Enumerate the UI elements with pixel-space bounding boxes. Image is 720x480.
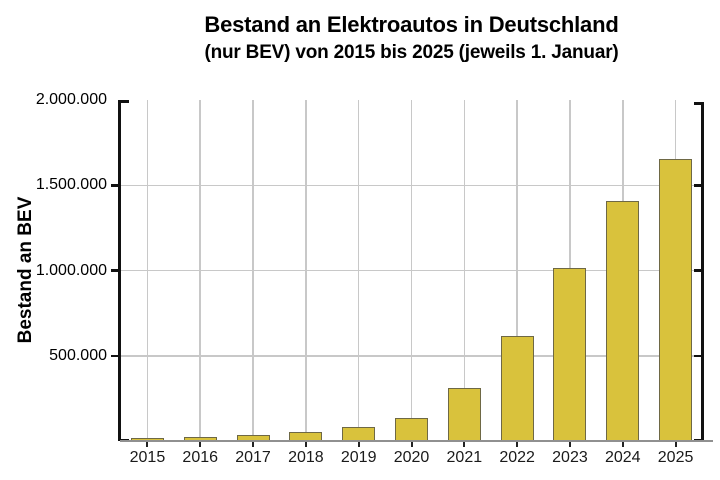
- y-axis-tick-left: [111, 354, 118, 357]
- y-tick-label: 1.500.000: [35, 176, 107, 194]
- h-gridline: [121, 269, 702, 272]
- bar-2025: [659, 159, 693, 441]
- x-axis-tick: [410, 442, 413, 447]
- x-tick-label-2024: 2024: [604, 449, 641, 466]
- x-axis-tick: [357, 442, 360, 447]
- plot-area: 500.000 1.000.000 1.500.000 2.000.000 2015 20…: [36, 91, 713, 466]
- x-axis-tick: [199, 442, 202, 447]
- x-axis-tick: [674, 442, 677, 447]
- x-tick-label-2022: 2022: [499, 449, 535, 466]
- x-axis-tick: [516, 442, 519, 447]
- x-tick-label-2016: 2016: [182, 449, 219, 466]
- bar-2020: [395, 417, 428, 441]
- bar-2023: [553, 268, 587, 441]
- x-tick-label-2021: 2021: [446, 449, 483, 466]
- y-axis-right-cap-top: [694, 102, 702, 105]
- x-axis-tick: [304, 442, 307, 447]
- x-axis-tick: [568, 442, 571, 447]
- chart-title: Bestand an Elektroautos in Deutschland: [204, 12, 619, 37]
- chart-subtitle: (nur BEV) von 2015 bis 2025 (jeweils 1. …: [204, 42, 619, 63]
- bar-2021: [447, 388, 481, 441]
- x-tick-label-2018: 2018: [288, 449, 324, 466]
- y-axis-left-cap-top: [118, 100, 129, 103]
- x-tick-label-2015: 2015: [129, 449, 166, 466]
- bar-2024: [606, 200, 640, 441]
- y-axis-left-cap-bottom: [118, 438, 129, 441]
- y-tick-label: 2.000.000: [35, 91, 107, 108]
- x-axis-line: [120, 440, 713, 442]
- x-tick-label-2025: 2025: [657, 449, 694, 466]
- x-tick-label-2020: 2020: [393, 449, 430, 466]
- y-axis-tick-right: [694, 354, 702, 357]
- x-tick-label-2019: 2019: [340, 449, 377, 466]
- y-tick-label: 1.000.000: [35, 261, 107, 279]
- h-gridline: [121, 355, 702, 357]
- h-gridline: [121, 184, 702, 186]
- y-tick-label: 500.000: [49, 346, 107, 364]
- x-tick-label-2017: 2017: [235, 449, 271, 466]
- y-axis-tick-left: [111, 269, 118, 272]
- bar-2019: [342, 426, 376, 441]
- y-axis-right-cap-bottom: [694, 438, 702, 441]
- y-axis-left: [118, 100, 121, 441]
- bar-2022: [500, 335, 534, 441]
- x-axis-tick: [463, 442, 466, 447]
- y-axis-right: [701, 102, 704, 441]
- x-axis-tick: [146, 442, 149, 447]
- y-axis-tick-right: [694, 269, 702, 272]
- x-tick-label-2023: 2023: [552, 449, 588, 466]
- x-axis-tick: [252, 442, 255, 447]
- y-axis-tick-right: [694, 184, 702, 187]
- y-axis-tick-left: [111, 184, 118, 187]
- x-axis-tick: [621, 442, 624, 447]
